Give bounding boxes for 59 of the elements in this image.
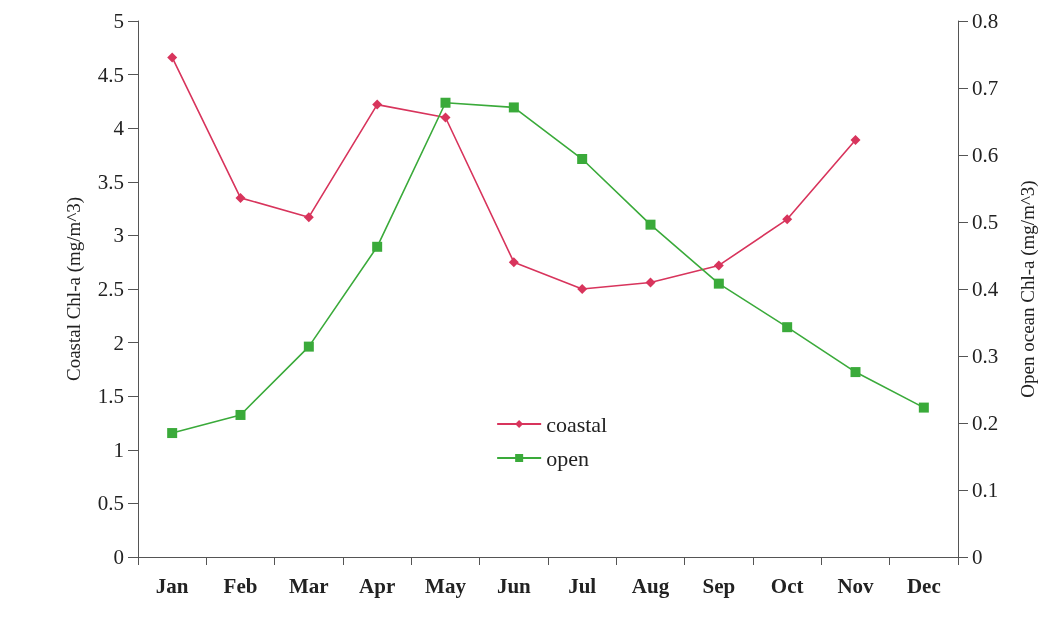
- legend-label: open: [546, 445, 589, 471]
- legend-label: coastal: [546, 411, 608, 437]
- point: [235, 409, 246, 420]
- point: [577, 284, 588, 294]
- x-tick-label: Nov: [837, 573, 875, 598]
- y2-tick-label: 0.2: [972, 411, 999, 435]
- y-tick-label: 5: [113, 9, 124, 33]
- x-tick-label: Apr: [359, 573, 396, 598]
- point: [372, 241, 383, 252]
- point: [645, 219, 656, 230]
- point: [782, 214, 793, 225]
- point: [167, 428, 178, 439]
- y2-tick-label: 0.3: [972, 344, 999, 368]
- x-tick-label: Mar: [289, 573, 329, 598]
- y2-axis-title: Open ocean Chl-a (mg/m^3): [1017, 180, 1039, 398]
- point: [440, 112, 451, 123]
- x-tick-label: Dec: [906, 573, 941, 598]
- y-axis-title: Coastal Chl-a (mg/m^3): [63, 196, 85, 382]
- x-tick-label: Jun: [496, 573, 532, 598]
- point: [577, 154, 588, 165]
- y-tick-label: 2: [113, 330, 124, 355]
- x-tick-label: Jul: [568, 573, 597, 598]
- y-tick-label: 0.5: [97, 491, 124, 516]
- point: [713, 278, 724, 289]
- point: [918, 402, 929, 413]
- x-tick-label: Sep: [702, 573, 736, 598]
- x-tick-label: Oct: [770, 573, 804, 598]
- point: [167, 52, 178, 63]
- point: [782, 322, 793, 333]
- point: [645, 277, 656, 288]
- y-tick-label: 4: [113, 116, 125, 141]
- y2-tick-label: 0.1: [972, 478, 999, 502]
- y-tick-label: 0: [113, 545, 124, 569]
- y-tick-label: 2.5: [97, 277, 124, 301]
- y-tick-label: 3: [113, 223, 124, 248]
- y2-tick-label: 0.5: [972, 210, 999, 234]
- point: [850, 134, 861, 145]
- point: [440, 97, 451, 108]
- point: [303, 212, 314, 223]
- point: [235, 192, 246, 203]
- y-tick-label: 3.5: [97, 169, 124, 194]
- y-tick-label: 1.5: [97, 384, 124, 409]
- y2-tick-label: 0.7: [972, 76, 999, 100]
- y-tick-label: 1: [113, 437, 124, 462]
- x-tick-label: Jan: [155, 573, 189, 598]
- point: [713, 260, 724, 271]
- point: [372, 99, 383, 110]
- point: [508, 257, 519, 268]
- y2-tick-label: 0.6: [972, 143, 999, 167]
- y2-tick-label: 0: [972, 545, 983, 569]
- point: [303, 341, 314, 352]
- point: [508, 102, 519, 113]
- x-tick-label: Aug: [631, 573, 670, 598]
- y-tick-label: 4.5: [97, 62, 124, 87]
- y2-tick-label: 0.8: [972, 9, 999, 33]
- y2-tick-label: 0.4: [972, 277, 999, 301]
- x-tick-label: Feb: [223, 573, 258, 598]
- x-tick-label: May: [425, 573, 467, 598]
- point: [850, 367, 861, 378]
